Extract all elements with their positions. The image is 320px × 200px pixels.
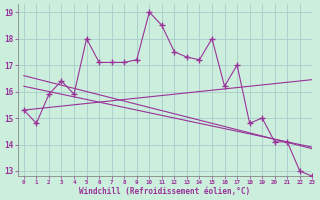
X-axis label: Windchill (Refroidissement éolien,°C): Windchill (Refroidissement éolien,°C)	[79, 187, 251, 196]
